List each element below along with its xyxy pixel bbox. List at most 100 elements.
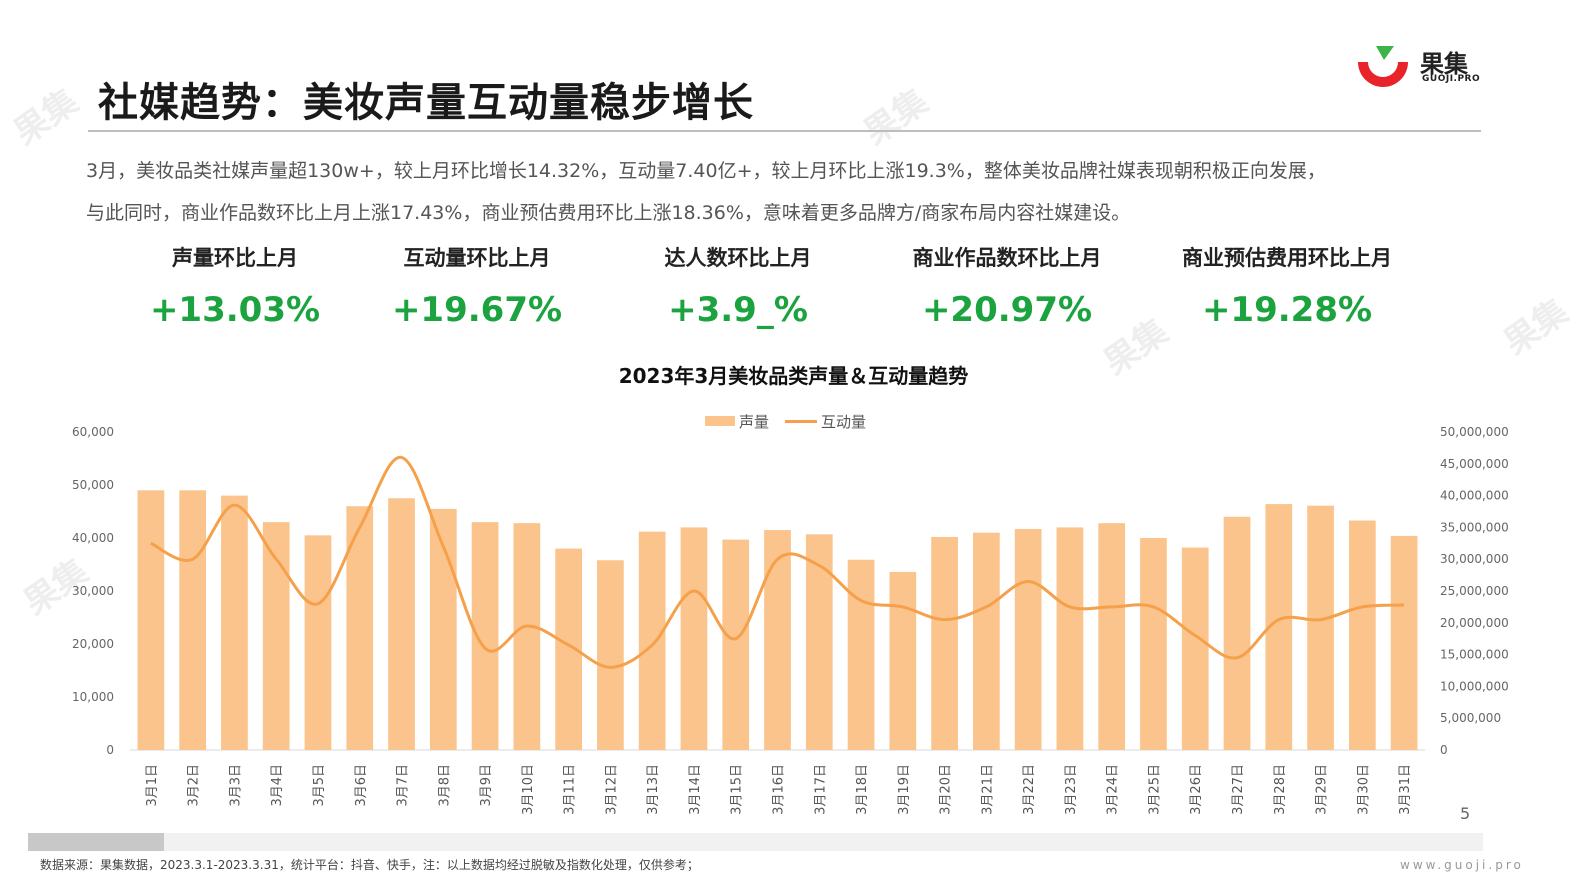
x-tick-label: 3月24日: [1106, 764, 1121, 815]
y-right-tick-label: 0: [1440, 743, 1448, 757]
bar-volume: [1348, 520, 1376, 750]
bar-volume: [1140, 538, 1167, 750]
x-tick-label: 3月19日: [897, 764, 912, 815]
x-tick-label: 3月25日: [1147, 764, 1162, 815]
y-right-tick-label: 40,000,000: [1440, 489, 1509, 503]
legend-swatch-line: [785, 419, 818, 423]
x-tick-label: 3月16日: [772, 764, 787, 815]
y-right-tick-label: 25,000,000: [1440, 584, 1509, 598]
bar-volume: [1014, 528, 1042, 750]
kpi-value: +13.03%: [149, 290, 321, 330]
kpi-volume: 声量环比上月 +13.03%: [100, 242, 370, 330]
kpi-label: 声量环比上月: [172, 246, 298, 270]
bar-volume: [179, 490, 207, 750]
logo-subtext: GUOJI.PRO: [1422, 74, 1481, 84]
kpi-value: +19.67%: [391, 290, 563, 330]
y-left-tick-label: 10,000: [72, 690, 114, 704]
kpi-value: +19.28%: [1201, 290, 1373, 330]
bar-volume: [137, 490, 165, 750]
page-title: 社媒趋势：美妆声量互动量稳步增长: [98, 80, 754, 126]
summary-text: 3月，美妆品类社媒声量超130w+，较上月环比增长14.32%，互动量7.40亿…: [86, 150, 1526, 234]
x-tick-label: 3月7日: [396, 764, 411, 807]
kpi-influencers: 达人数环比上月 +3.9_%: [603, 242, 873, 330]
horizontal-scrollbar[interactable]: [28, 833, 1483, 851]
x-tick-label: 3月10日: [521, 764, 536, 815]
bar-volume: [221, 495, 248, 750]
x-tick-label: 3月23日: [1064, 764, 1079, 815]
kpi-value: +3.9_%: [668, 290, 808, 330]
x-tick-label: 3月30日: [1356, 764, 1371, 815]
x-tick-label: 3月4日: [270, 764, 285, 807]
x-tick-label: 3月12日: [604, 764, 619, 815]
kpi-value: +20.97%: [921, 290, 1093, 330]
bar-volume: [597, 560, 624, 750]
data-source-note: 数据来源：果集数据，2023.3.1-2023.3.31，统计平台：抖音、快手，…: [40, 858, 699, 872]
x-tick-label: 3月18日: [855, 764, 870, 815]
bar-volume: [889, 571, 917, 750]
x-tick-label: 3月22日: [1022, 764, 1037, 815]
bar-volume: [388, 498, 415, 750]
x-tick-label: 3月29日: [1315, 764, 1330, 815]
logo-text: 果集: [1420, 50, 1468, 78]
y-left-tick-label: 30,000: [72, 584, 114, 598]
bar-volume: [847, 559, 875, 750]
x-tick-label: 3月26日: [1189, 764, 1204, 815]
x-tick-label: 3月8日: [437, 764, 452, 807]
summary-line-2: 与此同时，商业作品数环比上月上涨17.43%，商业预估费用环比上涨18.36%，…: [86, 202, 1131, 224]
y-right-tick-label: 50,000,000: [1440, 425, 1509, 439]
line-interaction: [150, 455, 1405, 669]
x-tick-label: 3月3日: [228, 764, 243, 807]
scrollbar-thumb[interactable]: [28, 833, 164, 851]
x-tick-label: 3月5日: [312, 764, 327, 807]
bar-volume: [1181, 547, 1209, 750]
legend-label-volume: 声量: [739, 412, 770, 431]
bar-volume: [1307, 505, 1334, 750]
kpi-label: 商业预估费用环比上月: [1182, 246, 1392, 270]
bar-volume: [1056, 527, 1084, 750]
bar-volume: [304, 535, 332, 750]
bar-volume: [1223, 516, 1251, 750]
x-tick-label: 3月21日: [980, 764, 995, 815]
bar-volume: [513, 523, 541, 750]
kpi-commercial-cost: 商业预估费用环比上月 +19.28%: [1152, 242, 1422, 330]
brand-logo: 果集 GUOJI.PRO: [1354, 42, 1484, 90]
bar-volume: [973, 532, 1000, 750]
y-right-tick-label: 10,000,000: [1440, 679, 1509, 693]
bar-volume: [1390, 535, 1418, 750]
x-tick-label: 3月15日: [730, 764, 745, 815]
logo-icon: [1358, 46, 1408, 87]
kpi-label: 互动量环比上月: [403, 246, 551, 270]
kpi-commercial-works: 商业作品数环比上月 +20.97%: [872, 242, 1142, 330]
page-number: 5: [1460, 804, 1471, 823]
title-divider: [88, 130, 1481, 132]
chart-title: 2023年3月美妆品类声量＆互动量趋势: [618, 364, 969, 388]
x-tick-label: 3月27日: [1231, 764, 1246, 815]
kpi-interaction: 互动量环比上月 +19.67%: [342, 242, 612, 330]
y-left-tick-label: 40,000: [72, 531, 114, 545]
y-right-tick-label: 20,000,000: [1440, 616, 1509, 630]
site-url: www.guoji.pro: [1400, 858, 1524, 872]
y-right-tick-label: 35,000,000: [1440, 520, 1509, 534]
x-tick-label: 3月11日: [563, 764, 578, 815]
bar-volume: [1098, 523, 1126, 750]
y-right-tick-label: 15,000,000: [1440, 648, 1509, 662]
chart-legend: 声量 互动量: [705, 410, 866, 432]
x-tick-label: 3月14日: [688, 764, 703, 815]
x-tick-label: 3月9日: [479, 764, 494, 807]
bar-volume: [764, 530, 791, 750]
bar-volume: [346, 506, 374, 750]
x-tick-label: 3月31日: [1398, 764, 1413, 815]
x-tick-label: 3月13日: [646, 764, 661, 815]
bar-volume: [722, 539, 750, 750]
kpi-label: 达人数环比上月: [664, 246, 812, 270]
y-left-tick-label: 20,000: [72, 637, 114, 651]
y-right-tick-label: 45,000,000: [1440, 457, 1509, 471]
y-right-tick-label: 30,000,000: [1440, 552, 1509, 566]
legend-label-interaction: 互动量: [821, 412, 867, 431]
bar-volume: [931, 536, 958, 750]
bar-volume: [638, 531, 666, 750]
bar-volume: [680, 527, 708, 750]
x-tick-label: 3月1日: [145, 764, 160, 807]
y-right-tick-label: 5,000,000: [1440, 711, 1501, 725]
